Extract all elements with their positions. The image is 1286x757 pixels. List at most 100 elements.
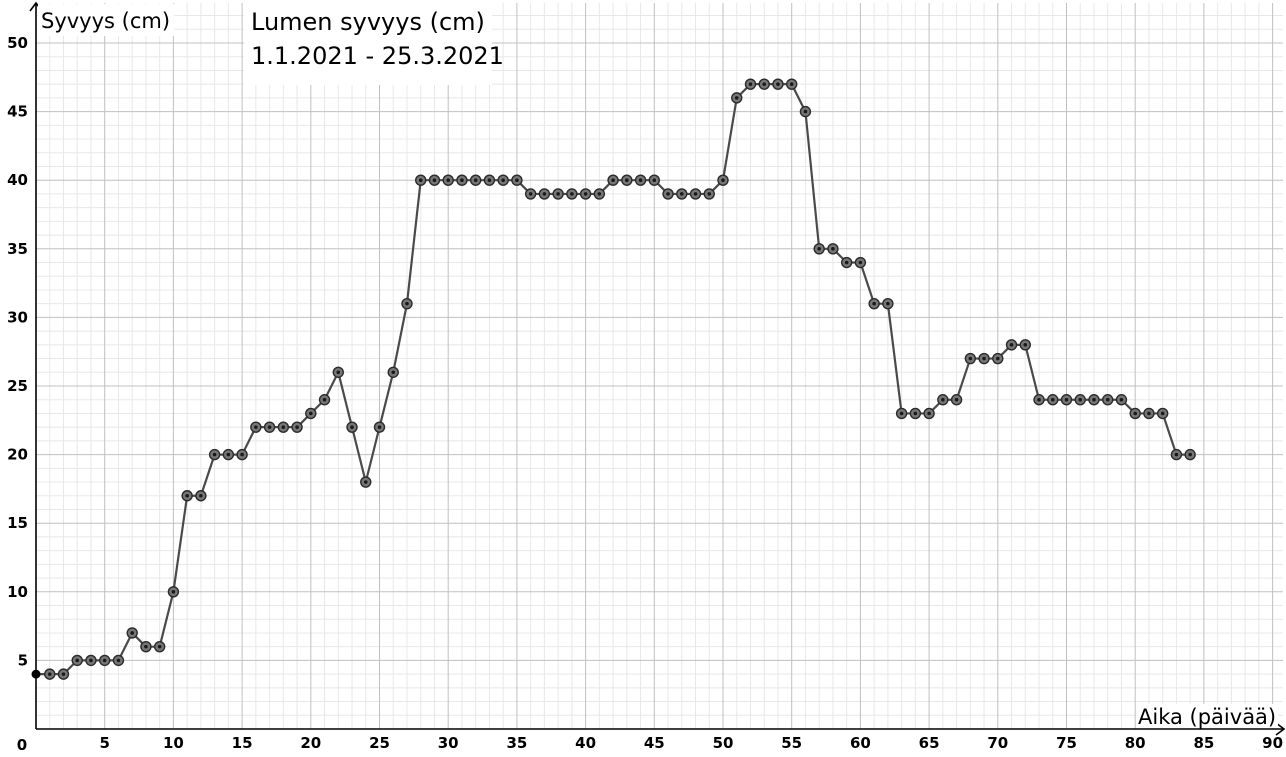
data-point-center [405, 301, 409, 306]
x-tick-label: 60 [850, 734, 871, 752]
data-point-center [556, 192, 560, 196]
data-point-center [226, 452, 231, 457]
x-tick-label: 85 [1193, 734, 1214, 752]
data-point-center [267, 425, 272, 429]
data-point-center [295, 425, 299, 429]
data-point-center [570, 192, 574, 196]
data-point-center [583, 192, 588, 196]
data-point-center [212, 452, 217, 457]
x-tick-label: 20 [300, 734, 321, 752]
data-point-center [927, 411, 931, 416]
data-point-center [1105, 397, 1110, 402]
data-point-center [789, 82, 794, 86]
data-point-center [432, 178, 437, 182]
y-tick-label: 45 [7, 103, 28, 121]
data-point-center [446, 178, 451, 182]
series-depth [31, 78, 1196, 680]
axes [29, 1, 1286, 736]
data-point-center [996, 356, 1000, 361]
data-point-center [652, 178, 657, 182]
x-axis-title: Aika (päivää) [1138, 705, 1276, 729]
x-tick-label: 15 [232, 734, 253, 752]
data-point-center [171, 590, 176, 594]
x-tick-label: 75 [1056, 734, 1077, 752]
data-point-center [501, 178, 505, 182]
x-tick-label: 25 [369, 734, 390, 752]
data-point-center [707, 192, 712, 196]
data-point-center [377, 425, 382, 429]
data-point-center [1188, 452, 1192, 457]
data-point-center [185, 493, 189, 498]
data-point-center [281, 425, 286, 429]
x-tick-label: 70 [987, 734, 1008, 752]
x-axis-arrow [1275, 722, 1286, 736]
data-point-center [886, 301, 890, 306]
data-point-center [89, 658, 93, 663]
chart-subtitle: 1.1.2021 - 25.3.2021 [251, 42, 504, 70]
data-point [31, 669, 41, 679]
data-point-center [1023, 343, 1028, 347]
data-point-center [336, 370, 341, 375]
data-point-center [157, 644, 162, 649]
y-tick-label: 10 [7, 583, 28, 601]
data-point-center [1092, 397, 1096, 402]
data-point-center [899, 411, 904, 416]
data-point-center [913, 411, 918, 416]
data-point-center [693, 192, 698, 196]
y-tick-label: 15 [7, 514, 28, 532]
data-point-center [1009, 343, 1014, 347]
x-tick-label: 5 [99, 734, 109, 752]
data-point-center [144, 644, 148, 649]
data-point-center [199, 493, 203, 498]
data-point-center [638, 178, 643, 182]
data-point-center [528, 192, 533, 196]
x-tick-labels: 5 10 15 20 25 30 35 40 45 50 55 60 65 70 75 80 85 90 [99, 734, 1283, 752]
y-axis-title: Syvyys (cm) [41, 9, 170, 33]
y-tick-label: 25 [7, 377, 28, 395]
data-point-center [844, 260, 849, 265]
data-point-center [734, 96, 739, 100]
data-point-center [363, 480, 368, 484]
data-point-center [309, 411, 313, 416]
data-point-center [748, 82, 753, 86]
data-point-center [75, 658, 80, 663]
data-point-center [1064, 397, 1069, 402]
y-tick-label: 20 [7, 446, 28, 464]
data-point-center [597, 192, 602, 196]
x-tick-label: 65 [919, 734, 940, 752]
xlabel-background [1136, 704, 1278, 728]
data-point-center [872, 301, 876, 306]
data-point-center [130, 631, 134, 635]
data-point-center [542, 192, 547, 196]
data-point-center [487, 178, 492, 182]
data-point-center [473, 178, 478, 182]
major-grid [35, 3, 1283, 730]
data-point-center [254, 425, 258, 429]
x-tick-label: 30 [438, 734, 459, 752]
data-point-center [831, 247, 835, 251]
data-point-center [1147, 411, 1151, 416]
data-point-center [762, 82, 767, 86]
data-point-center [679, 192, 684, 196]
y-tick-label: 50 [7, 34, 28, 52]
title-box [244, 3, 492, 85]
data-point-center [858, 260, 863, 265]
x-tick-label: 45 [644, 734, 665, 752]
data-point-center [47, 672, 52, 676]
x-tick-label: 80 [1125, 734, 1146, 752]
x-tick-label: 55 [781, 734, 802, 752]
x-tick-label: 40 [575, 734, 596, 752]
x-tick-label: 10 [163, 734, 184, 752]
data-point-center [1037, 397, 1041, 402]
data-point-center [102, 658, 107, 663]
data-point-center [418, 178, 423, 182]
data-point-center [954, 397, 959, 402]
ylabel-background [38, 4, 174, 36]
y-tick-label: 5 [18, 651, 28, 669]
data-point-center [982, 356, 986, 361]
data-point-center [776, 82, 780, 86]
data-point-center [240, 452, 244, 457]
origin-label: 0 [17, 736, 27, 754]
data-point-center [625, 178, 629, 182]
